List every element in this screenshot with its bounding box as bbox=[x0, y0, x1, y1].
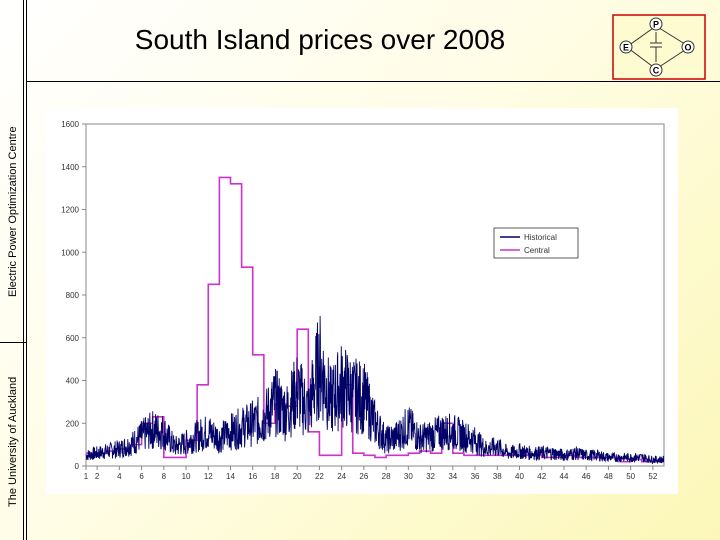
x-tick-label: 1 bbox=[84, 472, 89, 481]
x-tick-label: 14 bbox=[226, 472, 235, 481]
logo-letter-p: P bbox=[653, 20, 659, 30]
x-tick-label: 34 bbox=[448, 472, 457, 481]
y-tick-label: 0 bbox=[75, 462, 80, 471]
x-tick-label: 12 bbox=[204, 472, 213, 481]
y-tick-label: 1000 bbox=[61, 248, 79, 257]
y-tick-label: 600 bbox=[66, 334, 80, 343]
x-tick-label: 42 bbox=[537, 472, 546, 481]
series-line-historical bbox=[85, 315, 665, 465]
x-tick-label: 26 bbox=[359, 472, 368, 481]
epoc-logo-icon: P E O C bbox=[612, 14, 706, 80]
x-tick-label: 6 bbox=[139, 472, 144, 481]
y-tick-label: 1200 bbox=[61, 206, 79, 215]
x-tick-label: 24 bbox=[337, 472, 346, 481]
x-tick-label: 16 bbox=[248, 472, 257, 481]
y-tick-label: 200 bbox=[66, 419, 80, 428]
price-chart: 0 200 400 600 800 1000 1200 1400 1600 1 2 4 6 8 10 12 14… bbox=[46, 108, 678, 494]
x-tick-label: 8 bbox=[162, 472, 167, 481]
sidebar bbox=[0, 0, 27, 540]
x-tick-label: 44 bbox=[560, 472, 569, 481]
y-tick-label: 800 bbox=[66, 291, 80, 300]
x-tick-label: 18 bbox=[271, 472, 280, 481]
logo-letter-o: O bbox=[684, 43, 691, 53]
logo-letter-e: E bbox=[623, 43, 629, 53]
logo-letter-c: C bbox=[653, 66, 660, 76]
sidebar-inner-rule bbox=[23, 0, 24, 540]
y-tick-label: 1400 bbox=[61, 163, 79, 172]
x-tick-label: 46 bbox=[582, 472, 591, 481]
x-tick-label: 2 bbox=[95, 472, 100, 481]
slide-title: South Island prices over 2008 bbox=[134, 24, 506, 55]
legend-label-central: Central bbox=[524, 246, 550, 255]
x-tick-label: 22 bbox=[315, 472, 324, 481]
sidebar-divider bbox=[0, 342, 26, 343]
y-tick-label: 1600 bbox=[61, 120, 79, 129]
x-tick-label: 38 bbox=[493, 472, 502, 481]
sidebar-university-name: The University of Auckland bbox=[7, 376, 19, 507]
legend-label-historical: Historical bbox=[524, 233, 557, 242]
header-rule bbox=[26, 81, 720, 82]
x-tick-label: 36 bbox=[471, 472, 480, 481]
x-tick-label: 30 bbox=[404, 472, 413, 481]
x-tick-label: 10 bbox=[182, 472, 191, 481]
sidebar-centre-name: Electric Power Optimization Centre bbox=[7, 126, 19, 298]
x-tick-label: 40 bbox=[515, 472, 524, 481]
x-tick-label: 20 bbox=[293, 472, 302, 481]
x-tick-label: 4 bbox=[117, 472, 122, 481]
y-tick-label: 400 bbox=[66, 377, 80, 386]
x-tick-label: 48 bbox=[604, 472, 613, 481]
x-tick-label: 52 bbox=[648, 472, 657, 481]
x-tick-label: 28 bbox=[382, 472, 391, 481]
legend bbox=[493, 227, 579, 259]
x-tick-label: 32 bbox=[426, 472, 435, 481]
x-tick-label: 50 bbox=[626, 472, 635, 481]
